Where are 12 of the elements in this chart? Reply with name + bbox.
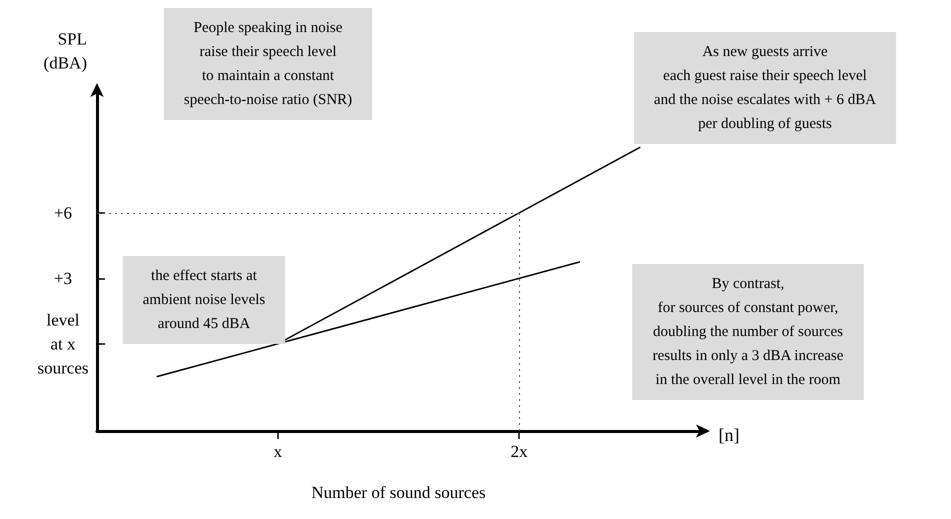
y-tick-label: level at x sources <box>38 310 88 378</box>
y-axis-title: SPL (dBA) <box>44 30 87 72</box>
annotation: the effect starts at ambient noise levels around 45 dBA <box>142 268 266 332</box>
text: [n] <box>718 425 740 445</box>
y-tick-label: +3 <box>54 268 72 288</box>
x-axis-title: Number of sound sources <box>311 483 486 502</box>
annotation: As new guests arrive each guest raise their speech level and the noise escalates with + 6 dBA per doubling of guests <box>654 44 876 132</box>
y-tick-label: +6 <box>54 203 72 222</box>
annotation: People speaking in noise raise their speech level to maintain a constant speech-to-noise ratio (SNR) <box>184 20 352 108</box>
x-tick-label: 2x <box>510 442 528 461</box>
x-tick-label: x <box>274 442 283 461</box>
annotation: By contrast, for sources of constant power, doubling the number of sources results in only a 3 dBA increase in the overall level in the room <box>652 276 844 388</box>
